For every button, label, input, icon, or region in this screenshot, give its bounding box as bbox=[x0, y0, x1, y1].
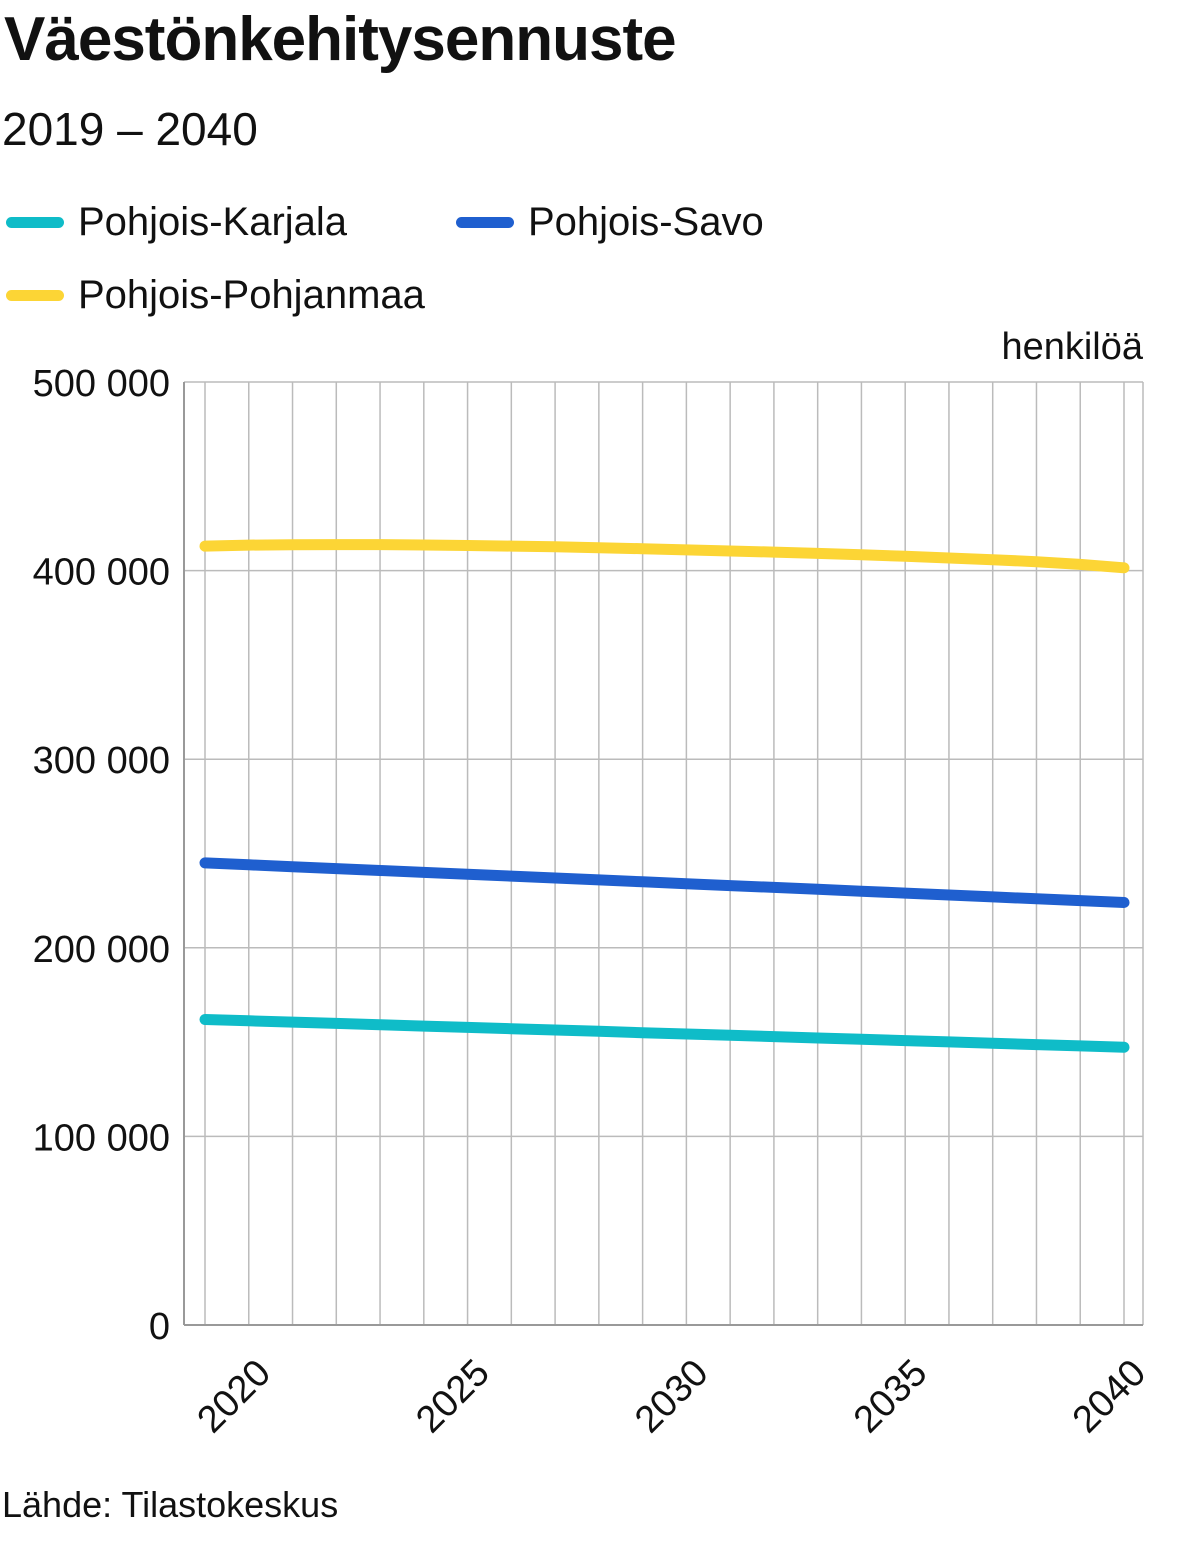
legend-item-pohjois-pohjanmaa: Pohjois-Pohjanmaa bbox=[6, 273, 425, 318]
legend-label: Pohjois-Savo bbox=[528, 200, 764, 244]
series-line-pohjois-savo bbox=[199, 857, 1130, 908]
x-tick-label: 2035 bbox=[846, 1352, 935, 1441]
y-tick-label: 500 000 bbox=[33, 363, 170, 405]
legend-label: Pohjois-Pohjanmaa bbox=[78, 273, 425, 317]
y-tick-label: 300 000 bbox=[33, 740, 170, 782]
x-tick-label: 2025 bbox=[408, 1352, 497, 1441]
chart-title: Väestönkehitysennuste bbox=[4, 5, 677, 74]
x-tick-label: 2030 bbox=[627, 1352, 716, 1441]
x-tick-label: 2040 bbox=[1065, 1352, 1154, 1441]
y-tick-label: 0 bbox=[149, 1306, 170, 1348]
y-tick-label: 200 000 bbox=[33, 929, 170, 971]
x-tick-label: 2020 bbox=[190, 1352, 279, 1441]
legend-swatch-pohjois-pohjanmaa bbox=[6, 290, 64, 301]
y-tick-label: 100 000 bbox=[33, 1117, 170, 1159]
source-note: Lähde: Tilastokeskus bbox=[2, 1484, 339, 1525]
series-line-pohjois-pohjanmaa bbox=[199, 539, 1130, 574]
series-line-pohjois-karjala bbox=[199, 1014, 1130, 1053]
legend-swatch-pohjois-karjala bbox=[6, 217, 64, 228]
legend-item-pohjois-savo: Pohjois-Savo bbox=[456, 200, 764, 245]
chart-subtitle: 2019 – 2040 bbox=[2, 103, 258, 155]
y-axis-unit: henkilöä bbox=[1001, 326, 1143, 368]
line-chart: 0 100 000 200 000 300 000 400 000 500 000 2020… bbox=[33, 363, 1155, 1441]
legend-item-pohjois-karjala: Pohjois-Karjala bbox=[6, 200, 347, 245]
legend-label: Pohjois-Karjala bbox=[78, 200, 348, 244]
y-tick-label: 400 000 bbox=[33, 552, 170, 594]
legend-swatch-pohjois-savo bbox=[456, 217, 514, 228]
